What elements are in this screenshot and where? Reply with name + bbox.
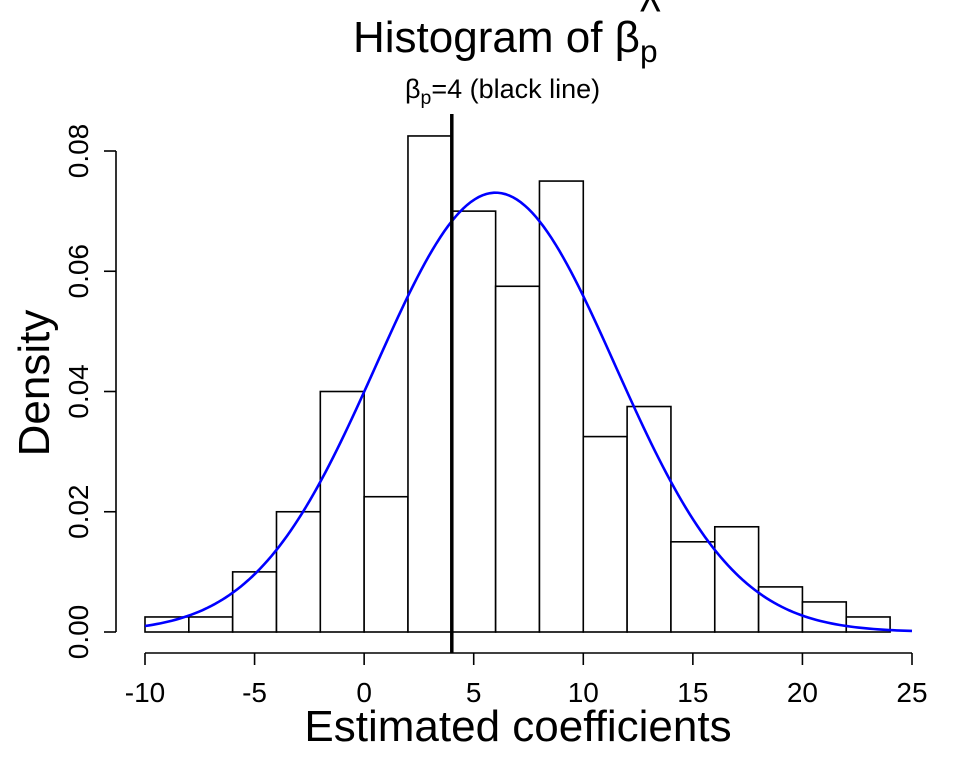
x-tick-label-2: 0 xyxy=(356,677,372,708)
x-tick-label-6: 20 xyxy=(787,677,818,708)
chart-subtitle: βp=4 (black line) xyxy=(405,74,600,109)
x-tick-label-1: -5 xyxy=(242,677,267,708)
chart-subtitle-subscript: p xyxy=(421,87,432,109)
chart-subtitle-text: =4 (black line) xyxy=(431,74,600,104)
x-tick-label-3: 5 xyxy=(466,677,482,708)
histogram-bars xyxy=(144,135,891,633)
x-axis: -10 -5 0 5 10 15 20 25 xyxy=(125,652,928,708)
chart-subtitle-symbol: β xyxy=(405,74,421,104)
x-tick-label-4: 10 xyxy=(568,677,599,708)
histogram-bar-11 xyxy=(626,405,672,633)
histogram-bar-13 xyxy=(713,525,760,633)
chart-title: Histogram of βp xyxy=(353,13,658,69)
chart-title-text: Histogram of xyxy=(353,13,615,62)
y-axis-title: Density xyxy=(10,310,59,457)
normal-density-curve xyxy=(144,191,913,633)
y-tick-label-1: 0.02 xyxy=(63,485,94,540)
histogram-bar-3 xyxy=(275,510,322,633)
x-tick-label-7: 25 xyxy=(896,677,927,708)
histogram-bar-8 xyxy=(494,285,541,633)
x-tick-label-5: 15 xyxy=(677,677,708,708)
y-axis: 0.00 0.02 0.04 0.06 0.08 xyxy=(63,124,117,660)
x-tick-label-0: -10 xyxy=(125,677,165,708)
y-tick-label-2: 0.04 xyxy=(63,364,94,419)
histogram-bar-9 xyxy=(538,180,585,633)
histogram-bar-6 xyxy=(407,135,453,633)
histogram-bar-7 xyxy=(450,210,497,633)
histogram-bar-2 xyxy=(231,571,278,633)
histogram-bar-10 xyxy=(582,435,628,633)
histogram-bar-12 xyxy=(670,541,716,633)
y-tick-label-0: 0.00 xyxy=(63,605,94,660)
histogram-bar-5 xyxy=(363,495,409,633)
x-axis-title: Estimated coefficients xyxy=(304,702,731,751)
y-tick-label-3: 0.06 xyxy=(63,244,94,299)
histogram-bar-1 xyxy=(188,616,234,633)
histogram-bar-4 xyxy=(319,390,365,633)
y-tick-label-4: 0.08 xyxy=(63,124,94,179)
chart-title-hat: ^ xyxy=(640,0,661,36)
chart-title-symbol: β xyxy=(615,13,640,62)
histogram-bar-14 xyxy=(757,586,804,633)
chart-title-subscript: p xyxy=(640,33,658,69)
density-curve-layer xyxy=(144,191,913,633)
